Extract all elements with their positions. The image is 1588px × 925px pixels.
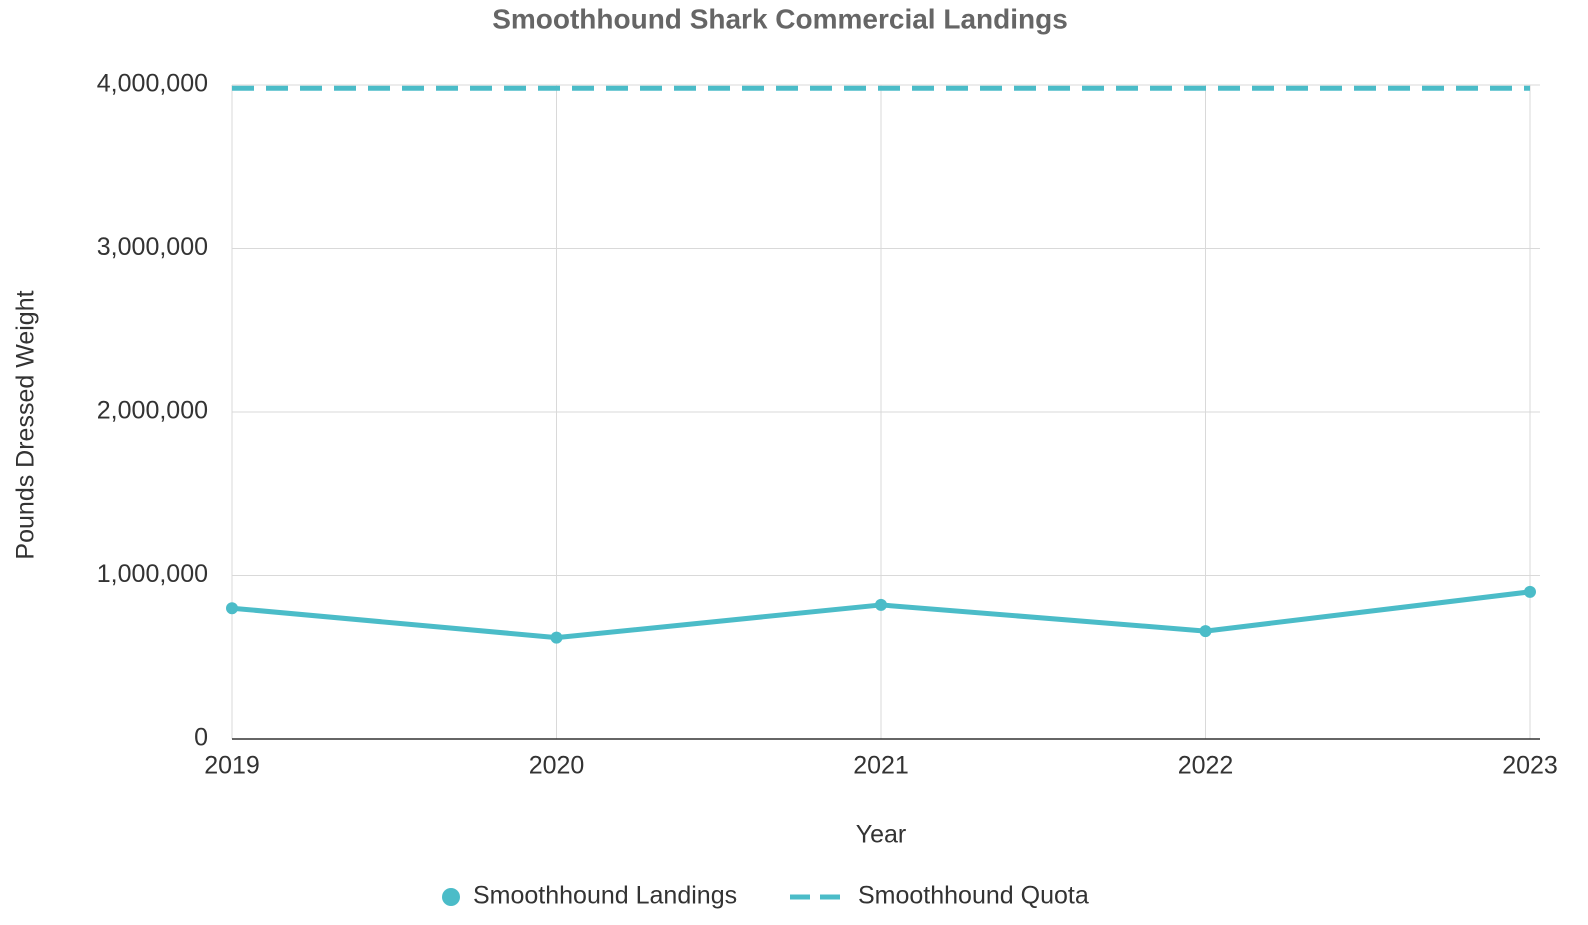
point — [875, 598, 887, 611]
x-axis-label: Year — [856, 821, 907, 849]
x-tick-label: 2023 — [1502, 752, 1558, 780]
x-tick-label: 2021 — [853, 752, 909, 780]
y-tick-label: 4,000,000 — [97, 70, 208, 98]
y-axis-label: Pounds Dressed Weight — [12, 290, 40, 559]
x-tick-label: 2022 — [1178, 752, 1234, 780]
x-tick-label: 2020 — [529, 752, 585, 780]
chart-title: Smoothhound Shark Commercial Landings — [492, 3, 1068, 34]
y-tick-label: 3,000,000 — [97, 233, 208, 261]
point — [1524, 585, 1536, 598]
y-tick-label: 2,000,000 — [97, 397, 208, 425]
point — [1199, 625, 1212, 638]
point — [226, 602, 238, 615]
y-tick-label: 0 — [194, 724, 208, 752]
x-tick-label: 2019 — [204, 752, 260, 780]
legend-marker — [442, 888, 460, 906]
y-tick-label: 1,000,000 — [97, 560, 208, 588]
legend-label: Smoothhound Quota — [858, 882, 1089, 910]
point — [550, 631, 563, 644]
legend-label: Smoothhound Landings — [473, 882, 737, 910]
